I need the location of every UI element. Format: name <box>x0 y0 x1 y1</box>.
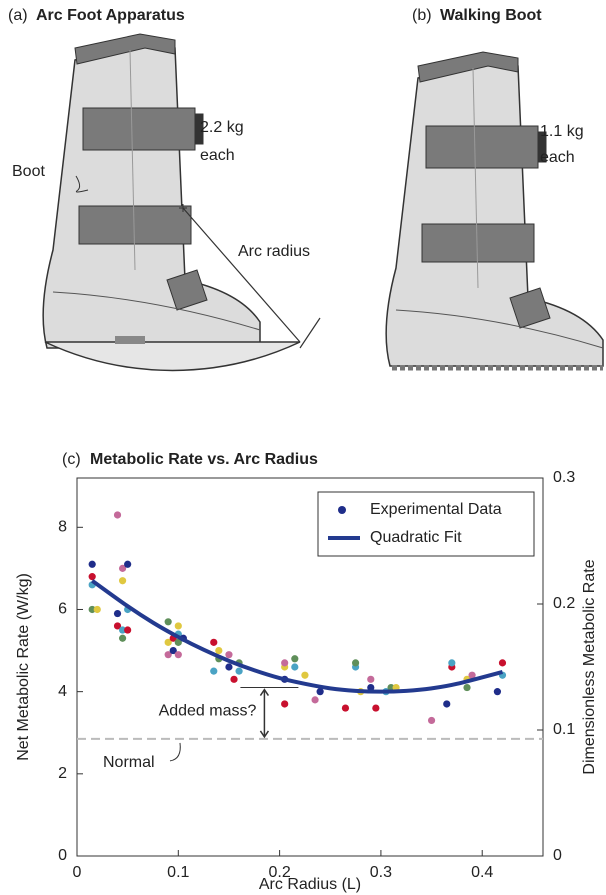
arc-tick <box>299 317 321 349</box>
data-point <box>118 564 127 572</box>
data-point <box>281 659 289 667</box>
gap-arrowheads <box>259 688 270 739</box>
x-tick-label: 0.1 <box>167 864 189 881</box>
data-point <box>427 716 436 725</box>
boot-label: Boot <box>12 163 45 180</box>
data-point <box>351 659 360 667</box>
data-point <box>88 560 96 568</box>
mass-line: each <box>200 147 235 164</box>
chart-title: Metabolic Rate vs. Arc Radius <box>90 451 318 468</box>
data-point <box>164 618 172 626</box>
data-point <box>498 659 507 667</box>
y-tick-label: 0 <box>58 847 67 864</box>
y2-tick-label: 0.2 <box>553 595 575 612</box>
y-tick-label: 8 <box>58 519 67 536</box>
data-point <box>367 683 375 692</box>
data-point <box>281 700 289 708</box>
data-point <box>169 646 177 655</box>
y2-tick-label: 0 <box>553 847 562 864</box>
y-tick-label: 6 <box>58 601 67 618</box>
data-point <box>291 655 299 663</box>
reference-pointer <box>169 742 181 762</box>
boot-pointer <box>75 175 89 193</box>
data-point <box>174 638 182 646</box>
data-point <box>210 638 218 646</box>
y2-axis-label: Dimensionless Metabolic Rate <box>581 559 598 774</box>
data-point <box>113 609 122 618</box>
data-point <box>372 704 380 712</box>
radius-label: Arc radius <box>238 243 310 260</box>
mass-line: each <box>540 149 575 166</box>
mass-line: 1.1 kg <box>540 123 584 140</box>
plot-frame <box>76 477 544 857</box>
data-point <box>164 651 172 659</box>
arc-foot <box>44 341 301 372</box>
data-point <box>88 573 96 581</box>
panel-title: Walking Boot <box>440 7 542 24</box>
data-point <box>225 651 233 659</box>
gap-label: Added mass? <box>159 702 257 719</box>
arc-boot <box>42 33 261 349</box>
x-tick-label: 0.2 <box>268 864 290 881</box>
data-point <box>443 700 451 708</box>
mount <box>115 336 145 344</box>
data-point <box>215 646 223 655</box>
y-axis-label: Net Metabolic Rate (W/kg) <box>15 573 32 761</box>
radius-line <box>182 207 301 343</box>
data-point <box>230 675 238 683</box>
data-point <box>463 683 471 692</box>
panel-label: (a) <box>8 7 28 24</box>
reference-label: Normal <box>103 754 155 771</box>
data-point <box>118 577 127 585</box>
y2-tick-label: 0.3 <box>553 469 575 486</box>
y-tick-label: 2 <box>58 765 67 782</box>
data-point <box>118 626 127 634</box>
mass-line: 2.2 kg <box>200 119 244 136</box>
x-tick-label: 0 <box>73 864 82 881</box>
data-point <box>235 667 243 675</box>
data-point <box>113 622 122 630</box>
fit-line <box>91 579 503 694</box>
data-point <box>88 605 96 614</box>
legend-swatch <box>338 506 346 514</box>
data-point <box>210 667 218 675</box>
walking-boot <box>385 51 604 367</box>
data-point <box>316 688 324 696</box>
data-point <box>174 622 182 630</box>
data-point <box>341 704 350 712</box>
data-point <box>118 634 127 642</box>
center-mark <box>179 204 187 212</box>
data-point <box>493 688 502 696</box>
x-tick-label: 0.3 <box>370 864 392 881</box>
y2-tick-label: 0.1 <box>553 721 575 738</box>
data-point <box>311 696 319 704</box>
data-point <box>124 626 132 634</box>
data-point <box>387 683 395 692</box>
data-point <box>301 671 309 679</box>
data-point <box>468 671 476 679</box>
data-point <box>448 659 456 667</box>
data-point <box>124 560 132 568</box>
legend-label: Experimental Data <box>370 501 502 518</box>
data-point <box>367 675 375 683</box>
legend-box <box>317 491 535 557</box>
legend-label: Quadratic Fit <box>370 529 462 546</box>
x-tick-label: 0.4 <box>471 864 493 881</box>
data-point <box>113 511 122 519</box>
x-axis-label: Arc Radius (L) <box>259 876 361 893</box>
data-point <box>291 663 299 671</box>
data-point <box>225 663 233 671</box>
data-point <box>93 605 101 614</box>
y-tick-label: 4 <box>58 683 67 700</box>
panel-title: Arc Foot Apparatus <box>36 7 185 24</box>
data-point <box>164 638 172 646</box>
data-point <box>174 651 182 659</box>
panel-label: (b) <box>412 7 432 24</box>
panel-label: (c) <box>62 451 81 468</box>
